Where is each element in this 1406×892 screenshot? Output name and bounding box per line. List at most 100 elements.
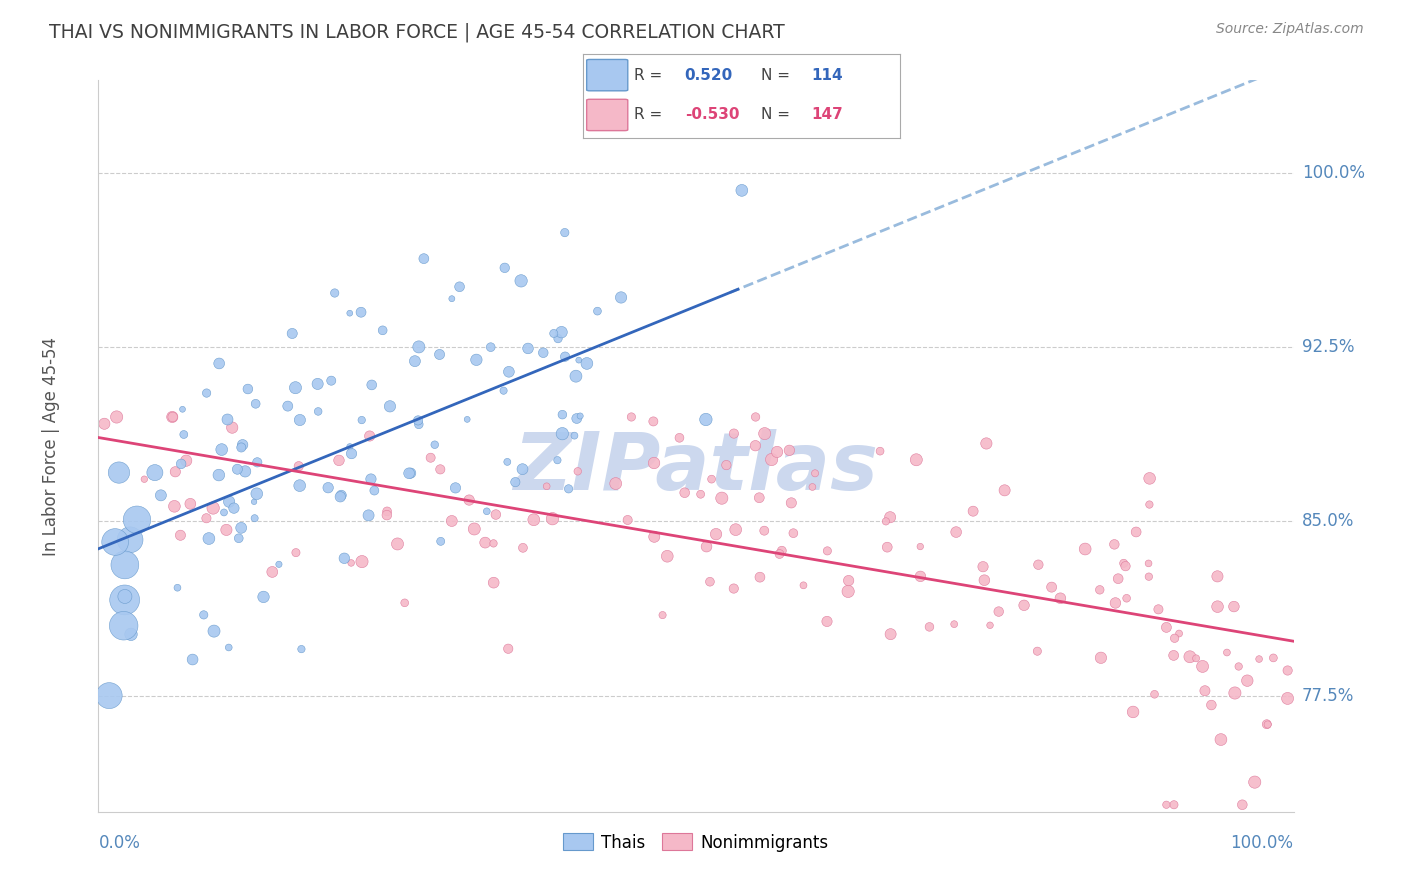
Point xyxy=(1163,648,1185,663)
Point xyxy=(1012,599,1035,613)
Point xyxy=(1163,632,1185,646)
Point xyxy=(114,558,136,572)
Point xyxy=(339,440,361,454)
Point xyxy=(724,523,747,537)
Point xyxy=(233,464,256,478)
Point xyxy=(120,533,142,547)
Point xyxy=(869,444,891,458)
Point xyxy=(543,326,565,341)
Point xyxy=(668,431,690,445)
Point xyxy=(412,252,434,266)
Point xyxy=(98,689,121,703)
Point xyxy=(218,640,240,655)
Text: 0.0%: 0.0% xyxy=(98,834,141,852)
Text: 77.5%: 77.5% xyxy=(1302,687,1354,705)
Point xyxy=(449,279,471,293)
Point xyxy=(879,510,901,524)
Point xyxy=(218,494,240,508)
Point xyxy=(616,513,638,527)
Text: In Labor Force | Age 45-54: In Labor Force | Age 45-54 xyxy=(42,336,59,556)
Point xyxy=(1249,652,1271,666)
Point xyxy=(620,409,643,424)
Point xyxy=(910,540,932,554)
Point xyxy=(217,412,239,426)
Point xyxy=(551,426,574,441)
Point xyxy=(1088,582,1111,597)
Point xyxy=(1277,664,1299,678)
Point xyxy=(112,618,135,632)
Point xyxy=(731,183,754,197)
Point xyxy=(267,558,290,572)
Point xyxy=(394,596,416,610)
Point xyxy=(723,582,745,596)
Point xyxy=(1107,572,1129,586)
Point xyxy=(359,429,381,443)
Point xyxy=(440,292,463,306)
Point xyxy=(262,565,284,579)
Point xyxy=(744,409,766,424)
Point xyxy=(246,455,269,469)
Point xyxy=(357,508,380,523)
Point xyxy=(496,641,519,656)
Point xyxy=(782,526,804,541)
Point xyxy=(754,524,776,538)
Point xyxy=(1137,569,1160,583)
Point xyxy=(905,452,928,467)
Point xyxy=(170,457,193,471)
Point xyxy=(699,574,721,589)
Text: 100.0%: 100.0% xyxy=(1230,834,1294,852)
Point xyxy=(398,467,420,481)
Point xyxy=(284,546,307,560)
Point xyxy=(1026,644,1049,658)
Point xyxy=(340,556,363,570)
Point xyxy=(1223,686,1246,700)
Text: N =: N = xyxy=(761,107,794,122)
Point xyxy=(565,411,588,425)
Point xyxy=(360,472,382,486)
Point xyxy=(815,615,838,629)
Point xyxy=(245,397,267,411)
Point xyxy=(120,627,142,641)
Point xyxy=(114,593,136,607)
Point xyxy=(505,475,527,490)
Point xyxy=(554,350,576,364)
Point xyxy=(243,495,266,509)
Point xyxy=(169,528,191,542)
Point xyxy=(165,465,187,479)
Text: -0.530: -0.530 xyxy=(685,107,740,122)
Point xyxy=(945,524,967,539)
Point xyxy=(288,478,311,492)
Text: ZIPatlas: ZIPatlas xyxy=(513,429,879,507)
Point xyxy=(1139,471,1161,485)
Point xyxy=(1104,537,1126,551)
FancyBboxPatch shape xyxy=(586,99,627,130)
Point xyxy=(943,617,966,632)
Point xyxy=(1227,659,1250,673)
Point xyxy=(875,515,897,529)
Point xyxy=(1243,775,1265,789)
Point xyxy=(972,559,994,574)
Point xyxy=(1090,650,1112,665)
Point xyxy=(586,304,609,318)
Point xyxy=(231,521,253,535)
Point xyxy=(287,459,309,474)
Point xyxy=(1049,591,1071,606)
Point xyxy=(1277,691,1299,706)
Point xyxy=(243,511,266,525)
Point xyxy=(406,413,429,427)
Point xyxy=(307,404,329,418)
Point xyxy=(179,497,201,511)
Point xyxy=(1168,626,1191,640)
Point xyxy=(567,464,589,478)
Point xyxy=(838,574,860,588)
Point xyxy=(284,381,307,395)
Point xyxy=(444,481,467,495)
Point xyxy=(281,326,304,341)
Point xyxy=(748,491,770,505)
Point xyxy=(962,504,984,518)
Text: 85.0%: 85.0% xyxy=(1302,513,1354,531)
Point xyxy=(1028,558,1050,572)
Text: 92.5%: 92.5% xyxy=(1302,338,1354,356)
Point xyxy=(195,511,218,525)
Point xyxy=(498,365,520,379)
